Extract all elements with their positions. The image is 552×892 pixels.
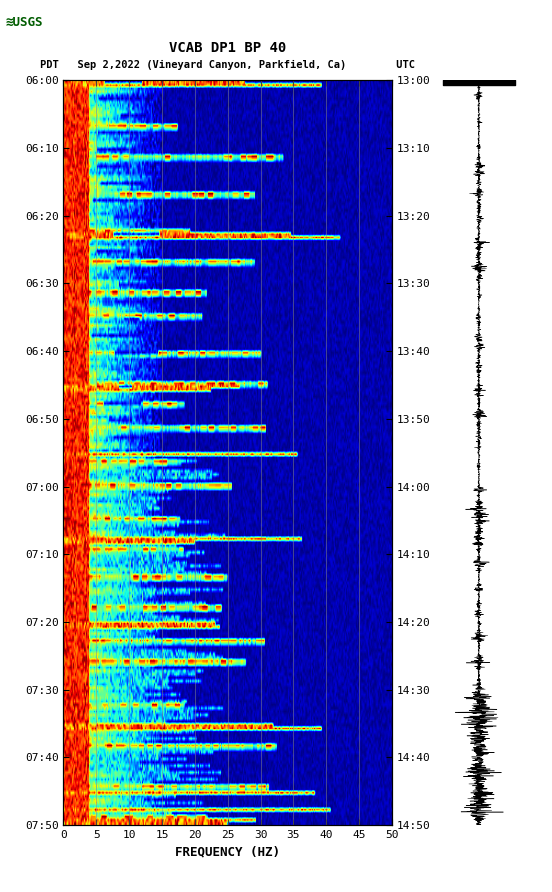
X-axis label: FREQUENCY (HZ): FREQUENCY (HZ) [175, 846, 280, 858]
Text: ≋USGS: ≋USGS [6, 16, 43, 29]
Text: PDT   Sep 2,2022 (Vineyard Canyon, Parkfield, Ca)        UTC: PDT Sep 2,2022 (Vineyard Canyon, Parkfie… [40, 60, 416, 70]
Text: VCAB DP1 BP 40: VCAB DP1 BP 40 [169, 41, 286, 55]
